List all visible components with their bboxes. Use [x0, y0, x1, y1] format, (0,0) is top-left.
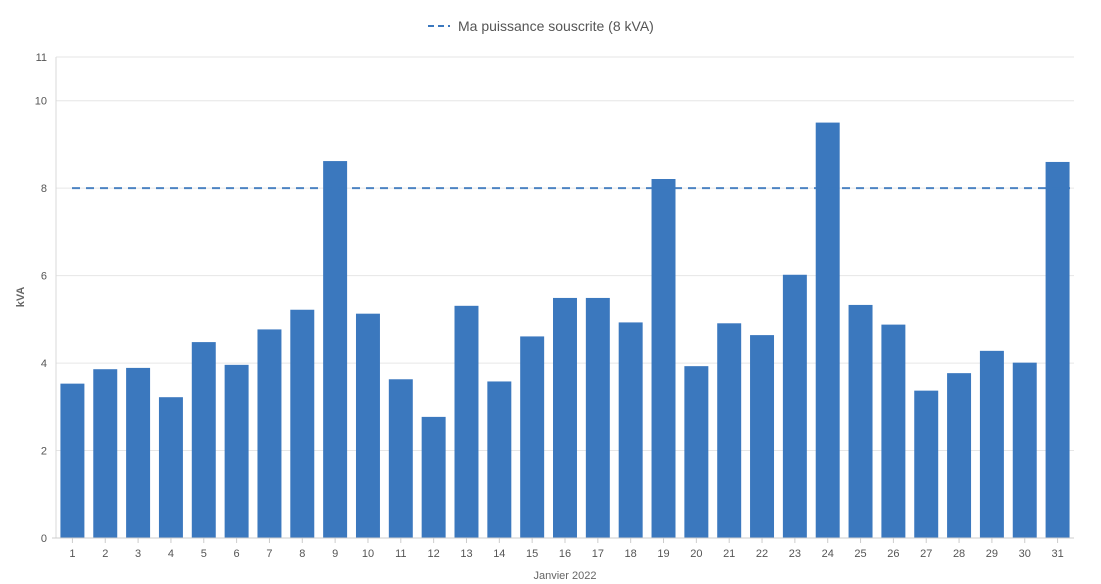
bar[interactable]	[60, 383, 85, 538]
bar[interactable]	[881, 324, 906, 538]
x-tick-label: 20	[690, 548, 702, 560]
bar[interactable]	[717, 323, 742, 538]
bar[interactable]	[651, 179, 676, 538]
x-tick-label: 30	[1019, 548, 1031, 560]
x-tick-label: 28	[953, 548, 965, 560]
bar[interactable]	[355, 313, 380, 538]
x-tick-label: 18	[625, 548, 637, 560]
x-tick-label: 8	[299, 548, 305, 560]
y-tick-label: 10	[35, 96, 47, 108]
x-tick-label: 19	[657, 548, 669, 560]
x-tick-label: 11	[395, 548, 406, 560]
x-tick-label: 31	[1051, 548, 1063, 560]
x-tick-label: 5	[201, 548, 207, 560]
x-tick-label: 13	[460, 548, 472, 560]
x-tick-label: 3	[135, 548, 141, 560]
x-tick-label: 4	[168, 548, 174, 560]
bar[interactable]	[257, 329, 282, 538]
bar[interactable]	[815, 122, 840, 538]
x-tick-label: 7	[266, 548, 272, 560]
bar[interactable]	[848, 304, 873, 538]
bar[interactable]	[947, 373, 972, 538]
bars-group	[60, 122, 1070, 538]
bar[interactable]	[750, 335, 775, 538]
x-tick-label: 14	[493, 548, 505, 560]
bar[interactable]	[323, 161, 348, 538]
bar[interactable]	[388, 379, 413, 538]
bar[interactable]	[979, 350, 1004, 538]
chart-legend[interactable]: Ma puissance souscrite (8 kVA)	[428, 18, 654, 34]
x-tick-label: 10	[362, 548, 374, 560]
y-tick-label: 8	[41, 183, 47, 195]
bar[interactable]	[585, 297, 610, 538]
bar[interactable]	[421, 416, 446, 538]
x-tick-label: 24	[822, 548, 834, 560]
x-axis-ticks: 1 2 3 4 5 6 7 8 9 10 11 12 13 14 15 16 17 18 19 20 21 22 23 24 2…	[69, 538, 1064, 560]
x-tick-label: 27	[920, 548, 932, 560]
bar[interactable]	[618, 322, 643, 538]
x-tick-label: 22	[756, 548, 768, 560]
x-tick-label: 9	[332, 548, 338, 560]
bar[interactable]	[126, 367, 151, 538]
bar[interactable]	[1012, 362, 1037, 538]
bar[interactable]	[487, 381, 512, 538]
bar[interactable]	[224, 364, 249, 538]
y-tick-label: 0	[41, 533, 47, 545]
x-tick-label: 23	[789, 548, 801, 560]
x-tick-label: 25	[854, 548, 866, 560]
x-tick-label: 17	[592, 548, 604, 560]
x-tick-label: 2	[102, 548, 108, 560]
y-axis-ticks: 0 2 4 6 8 10 11	[35, 52, 47, 545]
legend-label-reference-line: Ma puissance souscrite (8 kVA)	[458, 18, 654, 34]
y-tick-label: 6	[41, 271, 47, 283]
y-axis-label: kVA	[15, 287, 27, 308]
x-axis-label: Janvier 2022	[534, 570, 597, 582]
x-tick-label: 12	[428, 548, 440, 560]
bar[interactable]	[158, 397, 183, 538]
x-tick-label: 16	[559, 548, 571, 560]
x-tick-label: 26	[887, 548, 899, 560]
y-tick-label: 11	[36, 52, 47, 64]
bar[interactable]	[520, 336, 545, 538]
x-tick-label: 15	[526, 548, 538, 560]
x-tick-label: 29	[986, 548, 998, 560]
y-tick-label: 2	[41, 446, 47, 458]
axes	[52, 57, 1074, 539]
bar[interactable]	[290, 309, 315, 538]
x-tick-label: 21	[723, 548, 735, 560]
bar[interactable]	[553, 297, 577, 538]
bar[interactable]	[454, 305, 479, 538]
y-tick-label: 4	[41, 358, 47, 370]
bar[interactable]	[782, 274, 807, 538]
bar[interactable]	[914, 390, 939, 538]
bar[interactable]	[684, 366, 709, 538]
bar[interactable]	[191, 342, 216, 538]
bar[interactable]	[1045, 161, 1070, 538]
bar[interactable]	[93, 369, 118, 538]
x-tick-label: 1	[69, 548, 75, 560]
x-tick-label: 6	[234, 548, 240, 560]
